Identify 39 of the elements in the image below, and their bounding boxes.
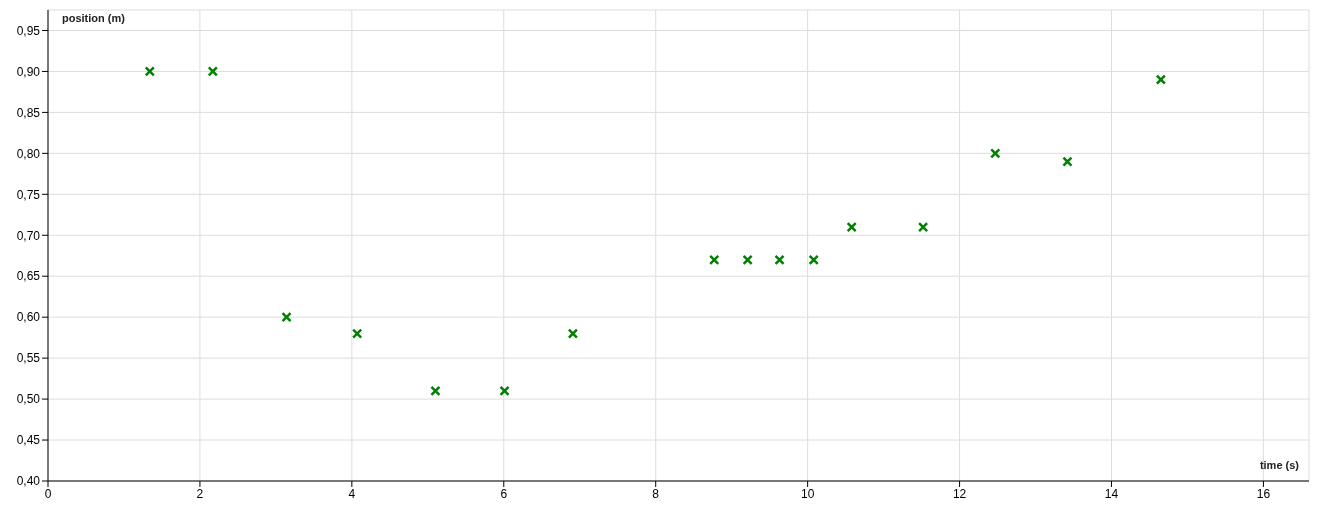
point <box>430 385 441 397</box>
y-tick-label: 0,95 <box>16 23 41 38</box>
y-tick-label: 0,65 <box>16 269 41 284</box>
point <box>207 66 219 77</box>
point <box>990 148 1001 159</box>
y-tick-label: 0,60 <box>16 310 41 325</box>
x-tick-label: 12 <box>952 486 967 501</box>
y-tick-label: 0,90 <box>16 64 41 79</box>
point <box>281 311 292 323</box>
point <box>499 385 510 397</box>
point <box>917 221 929 233</box>
point <box>742 254 753 266</box>
y-tick-label: 0,55 <box>16 351 41 366</box>
x-tick-label: 8 <box>652 486 660 501</box>
y-tick-label: 0,70 <box>16 228 41 243</box>
x-tick-label: 10 <box>800 486 815 501</box>
x-tick-label: 14 <box>1104 486 1119 501</box>
point <box>567 328 579 339</box>
y-tick-label: 0,80 <box>16 146 41 161</box>
point <box>144 66 156 77</box>
y-tick-label: 0,75 <box>16 187 41 202</box>
x-tick-label: 4 <box>348 486 356 501</box>
point <box>1062 156 1073 167</box>
point <box>351 328 363 339</box>
x-tick-label: 16 <box>1256 486 1271 501</box>
y-tick-label: 0,85 <box>16 105 41 120</box>
x-tick-label: 0 <box>44 486 52 501</box>
y-tick-label: 0,50 <box>16 392 41 407</box>
x-axis-title: time (s) <box>1259 459 1299 471</box>
y-axis-title: position (m) <box>62 12 125 24</box>
point <box>846 221 857 233</box>
point <box>1155 74 1167 85</box>
y-tick-label: 0,45 <box>16 433 41 448</box>
point <box>774 254 785 266</box>
point <box>708 254 720 266</box>
x-tick-label: 6 <box>500 486 508 501</box>
x-tick-label: 2 <box>196 486 204 501</box>
y-tick-label: 0,40 <box>16 474 41 489</box>
point <box>808 254 819 266</box>
